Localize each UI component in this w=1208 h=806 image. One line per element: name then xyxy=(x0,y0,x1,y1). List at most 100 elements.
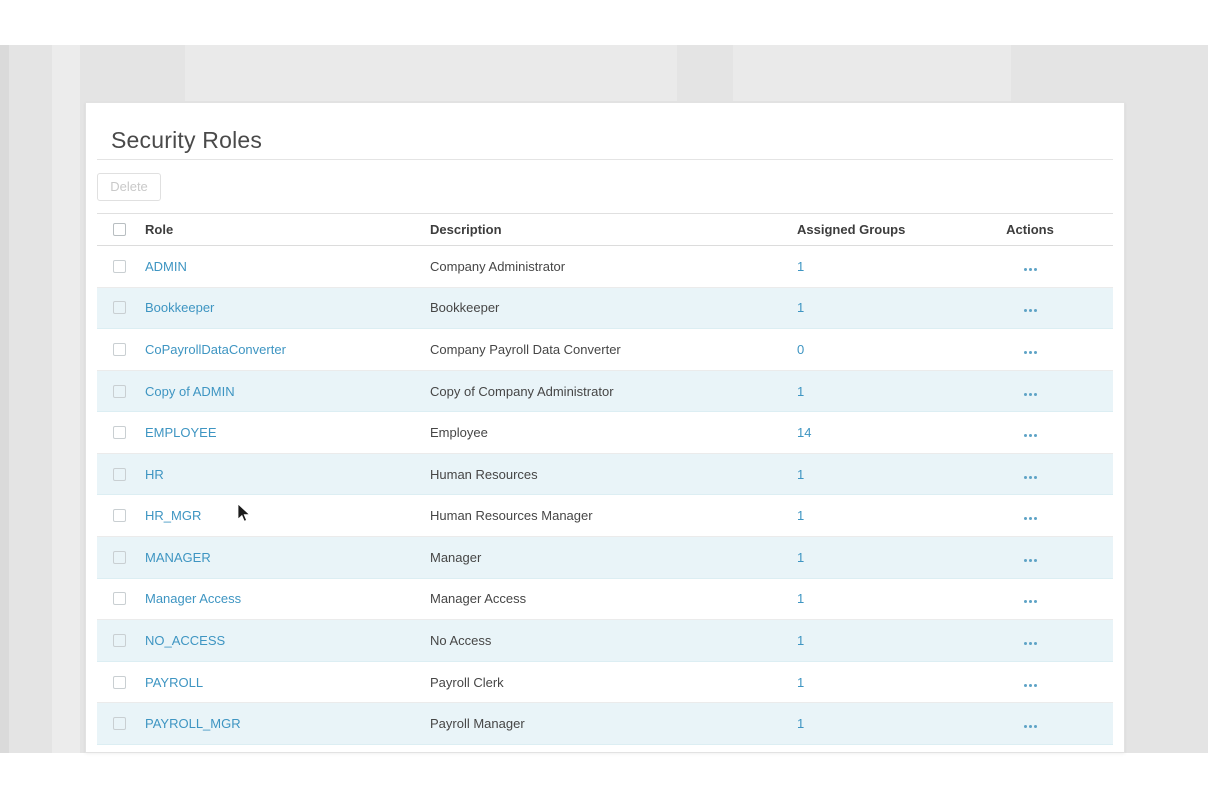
role-description: Company Payroll Data Converter xyxy=(430,341,621,357)
assigned-groups-link[interactable]: 1 xyxy=(797,383,805,399)
row-checkbox-cell xyxy=(97,259,145,273)
actions-menu-icon[interactable] xyxy=(1023,517,1037,521)
select-all-checkbox[interactable] xyxy=(113,223,126,236)
table-row: PAYROLL Payroll Clerk 1 xyxy=(97,661,1113,704)
row-checkbox[interactable] xyxy=(113,426,126,440)
role-description: Payroll Clerk xyxy=(430,674,504,690)
actions-menu-icon[interactable] xyxy=(1023,558,1037,562)
table-row: CoPayrollDataConverter Company Payroll D… xyxy=(97,329,1113,371)
role-description: No Access xyxy=(430,632,492,648)
table-row: HR_MGR Human Resources Manager 1 xyxy=(97,495,1113,538)
assigned-groups-link[interactable]: 1 xyxy=(797,549,805,565)
row-checkbox[interactable] xyxy=(113,675,126,689)
actions-menu-icon[interactable] xyxy=(1023,641,1037,645)
row-checkbox-cell xyxy=(97,592,145,606)
role-description: Employee xyxy=(430,425,488,441)
delete-button[interactable]: Delete xyxy=(97,172,161,201)
row-checkbox-cell xyxy=(97,717,145,731)
row-checkbox-cell xyxy=(97,301,145,315)
role-link[interactable]: Manager Access xyxy=(145,591,242,607)
table-body: ADMIN Company Administrator 1 Bookkeeper… xyxy=(97,246,1113,745)
column-header-assigned-groups: Assigned Groups xyxy=(797,222,906,237)
actions-menu-icon[interactable] xyxy=(1023,350,1037,354)
header-checkbox-cell xyxy=(97,223,145,236)
role-link[interactable]: MANAGER xyxy=(145,549,211,565)
row-checkbox-cell xyxy=(97,675,145,689)
actions-menu-icon[interactable] xyxy=(1023,309,1037,313)
assigned-groups-link[interactable]: 1 xyxy=(797,258,805,274)
panel-header: Security Roles xyxy=(97,103,1113,160)
row-checkbox[interactable] xyxy=(113,509,126,523)
row-checkbox[interactable] xyxy=(113,717,126,731)
row-checkbox-cell xyxy=(97,342,145,356)
role-link[interactable]: PAYROLL_MGR xyxy=(145,716,241,732)
row-checkbox[interactable] xyxy=(113,467,126,481)
role-link[interactable]: HR xyxy=(145,466,164,482)
row-checkbox-cell xyxy=(97,426,145,440)
table-row: ADMIN Company Administrator 1 xyxy=(97,246,1113,288)
table-row: Bookkeeper Bookkeeper 1 xyxy=(97,287,1113,330)
actions-menu-icon[interactable] xyxy=(1023,267,1037,271)
table-row: PAYROLL_MGR Payroll Manager 1 xyxy=(97,703,1113,745)
actions-menu-icon[interactable] xyxy=(1023,434,1037,438)
row-checkbox[interactable] xyxy=(113,592,126,606)
role-description: Manager Access xyxy=(430,591,527,607)
table-row: EMPLOYEE Employee 14 xyxy=(97,412,1113,454)
row-checkbox-cell xyxy=(97,384,145,398)
table-header-row: Role Description Assigned Groups Actions xyxy=(97,214,1113,246)
role-link[interactable]: ADMIN xyxy=(145,258,187,274)
role-link[interactable]: Copy of ADMIN xyxy=(145,383,235,399)
assigned-groups-link[interactable]: 1 xyxy=(797,591,805,607)
row-checkbox[interactable] xyxy=(113,633,126,647)
assigned-groups-link[interactable]: 1 xyxy=(797,716,805,732)
row-checkbox[interactable] xyxy=(113,550,126,564)
row-checkbox[interactable] xyxy=(113,301,126,315)
role-description: Payroll Manager xyxy=(430,716,525,732)
role-description: Bookkeeper xyxy=(430,300,500,316)
assigned-groups-link[interactable]: 1 xyxy=(797,300,805,316)
column-header-description: Description xyxy=(430,222,502,237)
table-row: HR Human Resources 1 xyxy=(97,453,1113,496)
column-header-role: Role xyxy=(145,222,174,237)
background-column xyxy=(52,45,80,753)
table-row: Copy of ADMIN Copy of Company Administra… xyxy=(97,370,1113,413)
security-roles-panel: Security Roles Delete Role Description A… xyxy=(85,102,1125,753)
table-row: MANAGER Manager 1 xyxy=(97,537,1113,579)
table-row: NO_ACCESS No Access 1 xyxy=(97,620,1113,662)
background-block xyxy=(733,45,1011,101)
actions-menu-icon[interactable] xyxy=(1023,725,1037,729)
row-checkbox-cell xyxy=(97,509,145,523)
actions-menu-icon[interactable] xyxy=(1023,683,1037,687)
row-checkbox-cell xyxy=(97,633,145,647)
row-checkbox[interactable] xyxy=(113,384,126,398)
row-checkbox-cell xyxy=(97,550,145,564)
role-link[interactable]: EMPLOYEE xyxy=(145,425,217,441)
role-description: Copy of Company Administrator xyxy=(430,383,614,399)
assigned-groups-link[interactable]: 1 xyxy=(797,508,805,524)
role-description: Manager xyxy=(430,549,482,565)
role-description: Company Administrator xyxy=(430,258,566,274)
actions-menu-icon[interactable] xyxy=(1023,600,1037,604)
role-link[interactable]: NO_ACCESS xyxy=(145,632,226,648)
assigned-groups-link[interactable]: 1 xyxy=(797,632,805,648)
actions-menu-icon[interactable] xyxy=(1023,475,1037,479)
assigned-groups-link[interactable]: 1 xyxy=(797,466,805,482)
assigned-groups-link[interactable]: 0 xyxy=(797,341,805,357)
toolbar: Delete xyxy=(97,160,1113,214)
role-link[interactable]: PAYROLL xyxy=(145,674,204,690)
role-link[interactable]: CoPayrollDataConverter xyxy=(145,341,286,357)
row-checkbox-cell xyxy=(97,467,145,481)
role-description: Human Resources Manager xyxy=(430,508,593,524)
actions-menu-icon[interactable] xyxy=(1023,392,1037,396)
assigned-groups-link[interactable]: 14 xyxy=(797,425,812,441)
row-checkbox[interactable] xyxy=(113,342,126,356)
role-link[interactable]: HR_MGR xyxy=(145,508,202,524)
assigned-groups-link[interactable]: 1 xyxy=(797,674,805,690)
background-edge xyxy=(0,45,9,753)
row-checkbox[interactable] xyxy=(113,259,126,273)
column-header-actions: Actions xyxy=(1006,222,1054,237)
role-link[interactable]: Bookkeeper xyxy=(145,300,215,316)
table-row: Manager Access Manager Access 1 xyxy=(97,578,1113,621)
role-description: Human Resources xyxy=(430,466,538,482)
background-block xyxy=(185,45,677,101)
